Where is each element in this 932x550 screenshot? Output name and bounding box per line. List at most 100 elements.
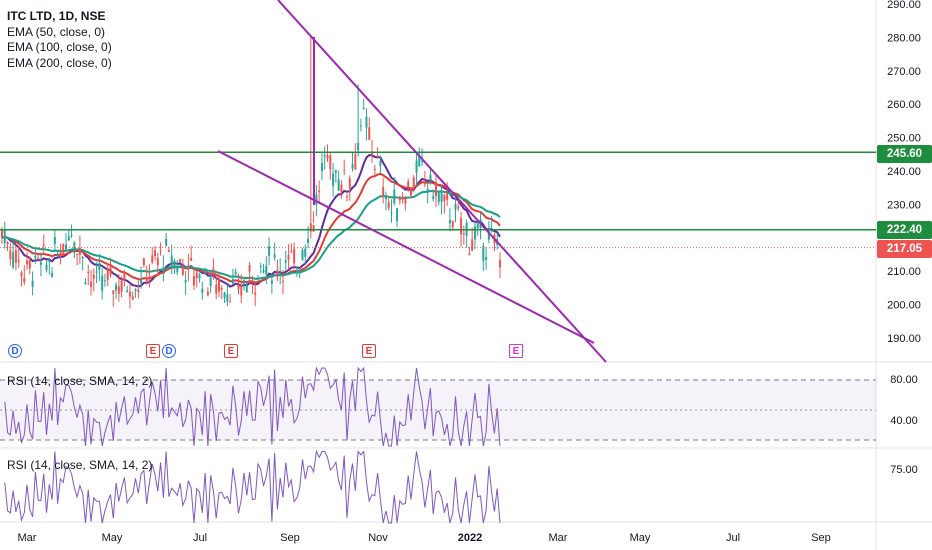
- candle: [262, 263, 265, 274]
- earnings-marker[interactable]: E: [362, 344, 376, 358]
- candle-body: [348, 178, 351, 189]
- candle-body: [31, 280, 34, 287]
- x-tick-label: Sep: [280, 532, 300, 544]
- candle: [39, 252, 42, 277]
- candle: [401, 192, 404, 204]
- candle: [493, 232, 496, 252]
- candle-body: [365, 116, 368, 128]
- candle-body: [451, 220, 454, 228]
- candle: [42, 234, 45, 255]
- candle: [128, 284, 131, 309]
- candle: [101, 268, 104, 300]
- candle: [357, 84, 360, 157]
- candle-body: [323, 154, 326, 157]
- candle: [123, 269, 126, 287]
- candle: [276, 259, 279, 282]
- x-tick-label: Mar: [18, 532, 37, 544]
- candle-body: [209, 277, 212, 286]
- dividend-marker[interactable]: D: [8, 344, 22, 358]
- candle-body: [259, 265, 262, 267]
- candle: [448, 208, 451, 232]
- future-earnings-marker[interactable]: E: [509, 344, 523, 358]
- symbol-title[interactable]: ITC LTD, 1D, NSE: [7, 9, 106, 23]
- candle-body: [446, 192, 449, 200]
- candle-body: [226, 294, 229, 302]
- candle-body: [499, 260, 501, 268]
- candle-body: [20, 272, 23, 277]
- candle: [240, 274, 243, 304]
- candle: [95, 261, 98, 284]
- candle: [390, 199, 393, 223]
- ema50-label[interactable]: EMA (50, close, 0): [7, 24, 106, 39]
- candle: [312, 211, 315, 232]
- candle: [287, 244, 290, 270]
- candle-body: [142, 258, 145, 266]
- rsi-label-2[interactable]: RSI (14, close, SMA, 14, 2): [7, 458, 153, 472]
- candle: [396, 207, 399, 228]
- candle-body: [332, 173, 335, 186]
- candle-body: [273, 254, 276, 258]
- candle-body: [487, 230, 490, 240]
- candle-body: [26, 260, 29, 265]
- candle: [393, 176, 396, 206]
- candle-body: [215, 284, 218, 294]
- candle-body: [312, 224, 315, 232]
- candle-body: [334, 170, 337, 173]
- candle-body: [128, 291, 131, 297]
- candle-body: [390, 211, 393, 213]
- y-tick-label: 290.00: [887, 0, 921, 11]
- rsi-label-1[interactable]: RSI (14, close, SMA, 14, 2): [7, 374, 153, 388]
- candle-body: [90, 281, 93, 287]
- candle-body: [337, 179, 340, 191]
- earnings-marker[interactable]: E: [224, 344, 238, 358]
- candle-body: [415, 160, 418, 173]
- candle-body: [384, 196, 387, 200]
- x-tick-label: Jul: [193, 532, 207, 544]
- candle-body: [326, 154, 329, 159]
- candle: [165, 232, 168, 247]
- candle-body: [170, 255, 173, 267]
- candle: [206, 287, 209, 297]
- candle-body: [140, 279, 143, 284]
- candle-body: [318, 190, 321, 192]
- candle-body: [251, 281, 254, 283]
- x-tick-label: 2022: [458, 532, 482, 544]
- x-tick-label: Mar: [549, 532, 568, 544]
- candle: [31, 271, 34, 296]
- candle: [173, 258, 176, 275]
- candle: [348, 175, 351, 201]
- candle: [245, 282, 248, 293]
- rsi-panel-2: [4, 449, 501, 524]
- candle: [23, 265, 26, 286]
- candle: [281, 269, 284, 295]
- dividend-marker[interactable]: D: [162, 344, 176, 358]
- candle: [90, 269, 93, 296]
- candle-body: [387, 202, 390, 209]
- candle: [73, 241, 76, 259]
- candle: [162, 255, 165, 282]
- earnings-marker[interactable]: E: [146, 344, 160, 358]
- candle: [437, 190, 440, 206]
- candle: [404, 195, 407, 211]
- candle: [62, 243, 65, 256]
- candle-body: [437, 192, 440, 202]
- candle: [181, 258, 184, 277]
- ema100-label[interactable]: EMA (100, close, 0): [7, 40, 112, 54]
- candle: [435, 173, 438, 208]
- candle-body: [460, 218, 463, 235]
- candle-body: [184, 279, 187, 283]
- candle: [421, 148, 424, 167]
- candle-body: [404, 198, 407, 204]
- candle-body: [176, 267, 179, 273]
- candle: [209, 271, 212, 293]
- candle-body: [290, 251, 293, 253]
- ema200-label[interactable]: EMA (200, close, 0): [7, 55, 112, 70]
- candle: [337, 170, 340, 191]
- candle-body: [231, 279, 234, 284]
- candle-body: [23, 277, 26, 283]
- candle: [371, 139, 374, 163]
- candle: [359, 118, 362, 132]
- candle: [6, 241, 9, 251]
